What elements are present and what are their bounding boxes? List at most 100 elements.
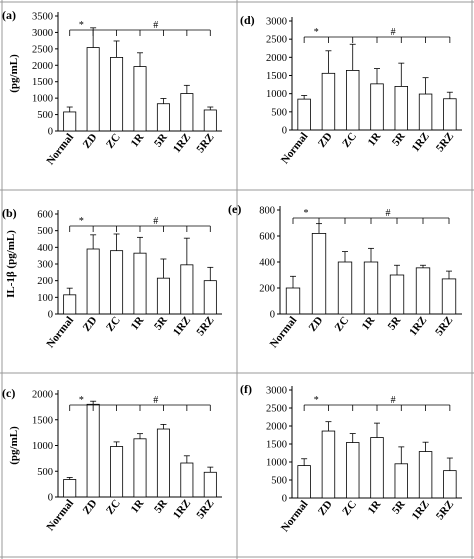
y-tick-label: 500 [37,110,53,121]
y-tick-label: 1500 [266,440,287,451]
bar [180,462,194,498]
y-tick-label: 200 [37,276,53,287]
panel-label: (d) [240,13,255,27]
y-tick-label: 500 [271,476,287,487]
bar [321,430,336,499]
y-tick-label: 2000 [266,53,287,64]
y-tick-label: 400 [259,258,275,269]
y-tick-label: 1500 [32,415,53,426]
bar [311,232,327,315]
bar [63,294,77,315]
category-label: ZD [316,498,335,517]
bar [321,72,336,131]
y-tick-label: 2500 [266,404,287,415]
y-axis-label: (pg/mL) [8,54,20,93]
panel-label: (f) [240,382,252,396]
y-tick-label: 2500 [32,44,53,55]
panel-label: (e) [228,202,241,216]
bar [86,47,100,132]
y-tick-label: 500 [271,107,287,118]
y-tick-label: 2000 [32,390,53,401]
bar [86,248,100,315]
y-tick-label: 1000 [32,94,53,105]
category-label: 1R [129,497,147,516]
significance-hash: # [386,208,391,219]
y-tick-label: 600 [259,232,275,243]
chart-panels: (a)0500100015002000250030003500(pg/mL)No… [2,8,462,534]
bar [133,66,147,132]
category-label: 5RZ [434,498,456,522]
bar [110,446,124,498]
bar [394,463,409,499]
y-tick-label: 1500 [266,71,287,82]
significance-hash: # [153,20,158,31]
category-label: 5RZ [194,131,216,155]
category-label: 5R [390,130,408,149]
y-tick-label: 1000 [32,441,53,452]
category-label: ZD [306,314,325,333]
y-tick-label: 1500 [32,77,53,88]
category-label: 1RZ [171,497,193,521]
bar [63,479,77,498]
bar [370,437,384,499]
y-tick-label: 3500 [32,12,53,23]
y-tick-label: 800 [259,206,275,217]
bar [418,451,433,499]
bar [203,280,217,315]
category-label: 1RZ [171,131,193,155]
bar [203,471,217,498]
bar [345,70,360,131]
bar [86,403,100,498]
y-axis-label: IL-1β (pg/mL) [5,230,17,298]
bar [418,93,433,131]
category-label: 1R [129,131,147,150]
y-tick-label: 500 [37,467,53,478]
y-tick-label: 3000 [266,386,287,397]
significance-star: * [79,20,84,31]
y-tick-label: 0 [270,310,275,321]
significance-hash: # [153,216,158,227]
y-tick-label: 300 [37,260,53,271]
category-label: 1R [366,498,384,517]
bar [443,98,457,131]
category-label: 5R [390,498,408,517]
category-label: 1R [366,130,384,149]
significance-hash: # [391,27,396,38]
bar [394,86,409,131]
panel-label: (a) [2,8,16,22]
category-label: 5R [152,131,170,150]
y-tick-label: 0 [48,310,53,321]
category-label: ZD [81,497,100,516]
category-label: 5RZ [194,497,216,521]
bar [156,103,170,132]
bar [110,250,124,315]
chart-panel: (a)0500100015002000250030003500(pg/mL)No… [2,8,222,167]
category-label: ZC [104,497,123,516]
significance-hash: # [391,395,396,406]
bar [297,465,311,499]
category-label: 1RZ [410,498,432,522]
y-tick-label: 1000 [266,458,287,469]
bar [180,93,194,132]
category-label: ZD [81,131,100,150]
bar [415,267,431,315]
category-label: 5RZ [433,314,455,338]
bar [337,261,353,315]
category-label: 5RZ [194,314,216,338]
y-tick-label: 500 [37,226,53,237]
bar [441,278,457,315]
y-tick-label: 2500 [266,35,287,46]
y-tick-label: 100 [37,293,53,304]
y-tick-label: 0 [48,493,53,504]
bar [363,261,379,315]
y-tick-label: 3000 [32,28,53,39]
bar [389,274,405,315]
category-label: ZC [104,131,123,150]
category-label: 5R [152,497,170,516]
bar [156,428,170,498]
y-tick-label: 1000 [266,89,287,100]
category-label: 1RZ [171,314,193,338]
